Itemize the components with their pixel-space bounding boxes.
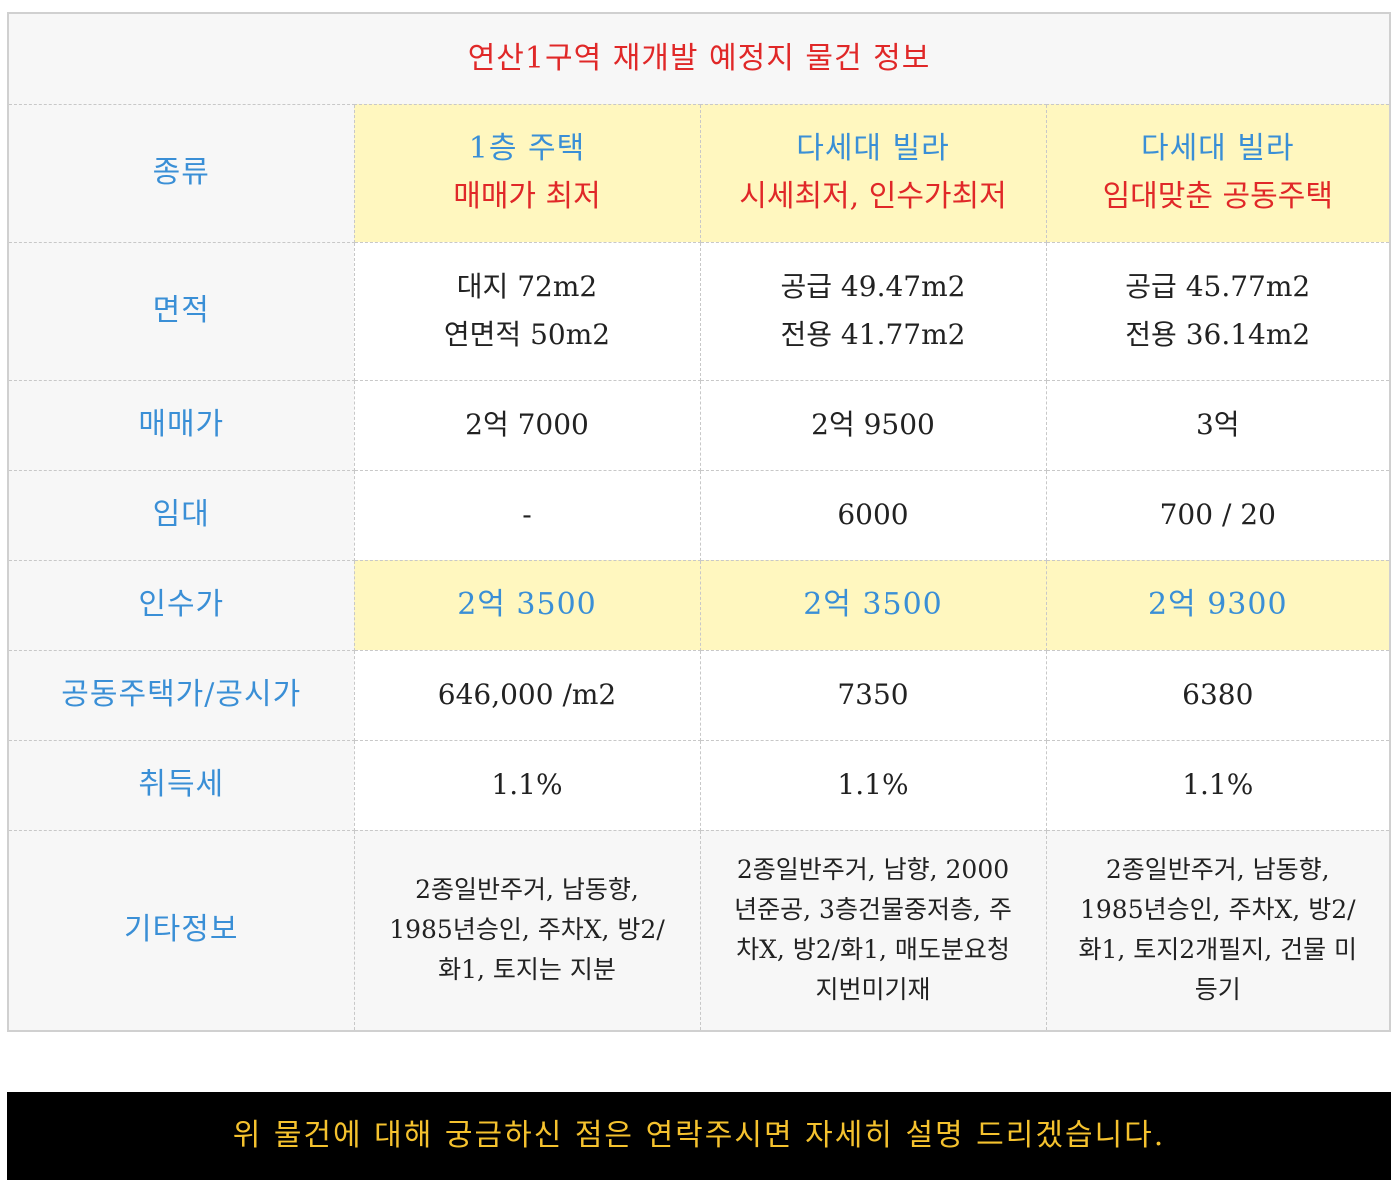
cell-takeover-1: 2억 3500 <box>353 559 701 651</box>
type-1-note: 매매가 최저 <box>453 179 601 214</box>
area-3-line1: 공급 45.77m2 <box>1125 270 1311 303</box>
type-2-name: 다세대 빌라 <box>796 131 950 166</box>
table-row-etc: 기타정보 2종일반주거, 남동향, 1985년승인, 주차X, 방2/화1, 토… <box>9 829 1390 1030</box>
property-info-table: 연산1구역 재개발 예정지 물건 정보 종류 1층 주택 매매가 최저 다세대 … <box>7 12 1391 1032</box>
row-label-type: 종류 <box>9 103 355 243</box>
cell-rent-3: 700 / 20 <box>1045 469 1390 561</box>
row-label-official: 공동주택가/공시가 <box>9 649 355 741</box>
area-1-line1: 대지 72m2 <box>456 270 598 303</box>
cell-takeover-2: 2억 3500 <box>699 559 1047 651</box>
cell-type-3: 다세대 빌라 임대맞춘 공동주택 <box>1045 103 1390 243</box>
type-3-name: 다세대 빌라 <box>1140 131 1295 166</box>
type-2-note: 시세최저, 인수가최저 <box>739 179 1007 214</box>
contact-banner: 위 물건에 대해 궁금하신 점은 연락주시면 자세히 설명 드리겠습니다. <box>7 1092 1391 1180</box>
cell-area-1: 대지 72m2 연면적 50m2 <box>353 241 701 381</box>
cell-area-3: 공급 45.77m2 전용 36.14m2 <box>1045 241 1390 381</box>
cell-type-1: 1층 주택 매매가 최저 <box>353 103 701 243</box>
cell-sale-3: 3억 <box>1045 379 1390 471</box>
table-row-official: 공동주택가/공시가 646,000 /m2 7350 6380 <box>9 649 1390 741</box>
cell-official-3: 6380 <box>1045 649 1390 741</box>
cell-tax-1: 1.1% <box>353 739 701 831</box>
area-1-line2: 연면적 50m2 <box>443 318 611 351</box>
cell-rent-1: - <box>353 469 701 561</box>
cell-sale-2: 2억 9500 <box>699 379 1047 471</box>
row-label-tax: 취득세 <box>9 739 355 831</box>
cell-rent-2: 6000 <box>699 469 1047 561</box>
cell-official-2: 7350 <box>699 649 1047 741</box>
cell-area-2: 공급 49.47m2 전용 41.77m2 <box>699 241 1047 381</box>
table-title: 연산1구역 재개발 예정지 물건 정보 <box>9 14 1390 105</box>
table-title-row: 연산1구역 재개발 예정지 물건 정보 <box>9 14 1390 105</box>
type-1-name: 1층 주택 <box>468 131 586 166</box>
table-row-rent: 임대 - 6000 700 / 20 <box>9 469 1390 561</box>
cell-etc-3: 2종일반주거, 남동향, 1985년승인, 주차X, 방2/화1, 토지2개필지… <box>1045 829 1390 1030</box>
table-row-area: 면적 대지 72m2 연면적 50m2 공급 49.47m2 전용 41.77m… <box>9 241 1390 381</box>
cell-tax-3: 1.1% <box>1045 739 1390 831</box>
row-label-takeover: 인수가 <box>9 559 355 651</box>
cell-takeover-3: 2억 9300 <box>1045 559 1390 651</box>
area-3-line2: 전용 36.14m2 <box>1125 318 1311 351</box>
cell-official-1: 646,000 /m2 <box>353 649 701 741</box>
type-3-note: 임대맞춘 공동주택 <box>1102 179 1333 214</box>
cell-type-2: 다세대 빌라 시세최저, 인수가최저 <box>699 103 1047 243</box>
cell-sale-1: 2억 7000 <box>353 379 701 471</box>
cell-etc-1: 2종일반주거, 남동향, 1985년승인, 주차X, 방2/화1, 토지는 지분 <box>353 829 701 1030</box>
row-label-rent: 임대 <box>9 469 355 561</box>
table-row-sale: 매매가 2억 7000 2억 9500 3억 <box>9 379 1390 471</box>
table-row-takeover: 인수가 2억 3500 2억 3500 2억 9300 <box>9 559 1390 651</box>
table-row-tax: 취득세 1.1% 1.1% 1.1% <box>9 739 1390 831</box>
table-row-type: 종류 1층 주택 매매가 최저 다세대 빌라 시세최저, 인수가최저 다세대 빌… <box>9 103 1390 243</box>
row-label-etc: 기타정보 <box>9 829 355 1030</box>
area-2-line1: 공급 49.47m2 <box>780 270 966 303</box>
area-2-line2: 전용 41.77m2 <box>780 318 966 351</box>
row-label-sale: 매매가 <box>9 379 355 471</box>
cell-tax-2: 1.1% <box>699 739 1047 831</box>
row-label-area: 면적 <box>9 241 355 381</box>
cell-etc-2: 2종일반주거, 남향, 2000년준공, 3층건물중저층, 주차X, 방2/화1… <box>699 829 1047 1030</box>
